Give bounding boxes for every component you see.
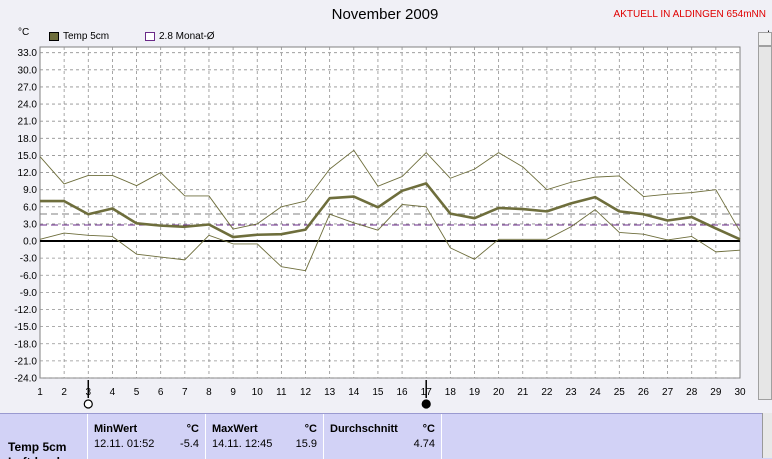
y-tick-label: 9.0 — [23, 185, 37, 196]
day-markers — [83, 380, 431, 409]
y-tick-label: -6.0 — [20, 271, 38, 282]
stats-min-unit: °C — [186, 423, 199, 435]
x-tick-label: 28 — [686, 387, 698, 398]
stats-max-cell: MaxWert °C 14.11. 12:45 15.9 — [205, 414, 323, 459]
chart-title: November 2009 — [331, 6, 439, 23]
x-tick-label: 24 — [590, 387, 602, 398]
y-tick-label: -15.0 — [14, 322, 37, 333]
x-tick-label: 26 — [638, 387, 650, 398]
y-tick-label: -24.0 — [14, 374, 37, 385]
station-label: AKTUELL IN ALDINGEN 654mNN — [613, 9, 766, 20]
series-lines — [39, 149, 741, 272]
x-tick-label: 10 — [252, 387, 264, 398]
series-min — [39, 204, 741, 272]
y-tick-label: -9.0 — [20, 288, 38, 299]
full-moon-marker — [421, 399, 431, 409]
y-tick-label: -3.0 — [20, 254, 38, 265]
stats-avg-header: Durchschnitt — [330, 423, 398, 435]
x-tick-label: 12 — [300, 387, 312, 398]
x-tick-label: 13 — [324, 387, 336, 398]
x-tick-label: 18 — [445, 387, 457, 398]
x-tick-label: 30 — [734, 387, 746, 398]
grid-lines — [40, 47, 740, 379]
stats-avg-unit: °C — [422, 423, 435, 435]
y-axis-unit: °C — [18, 27, 30, 38]
new-moon-marker — [83, 399, 93, 409]
y-axis-labels: 33.0 30.0 27.0 24.0 21.0 18.0 15.0 12.0 9.0 6.0 3.… — [14, 48, 37, 384]
x-tick-label: 1 — [37, 387, 43, 398]
stats-row-label: Temp 5cm — [8, 440, 67, 454]
x-tick-label: 14 — [348, 387, 360, 398]
y-tick-label: 15.0 — [18, 151, 38, 162]
stats-panel: Temp 5cm Luftdruck MinWert °C 12.11. 01:… — [0, 413, 772, 459]
stats-max-unit: °C — [304, 423, 317, 435]
x-tick-label: 9 — [230, 387, 236, 398]
x-tick-label: 19 — [469, 387, 481, 398]
y-tick-label: 0.0 — [23, 237, 37, 248]
series-mean — [40, 182, 741, 241]
series-max — [39, 149, 741, 232]
x-tick-label: 11 — [276, 387, 287, 398]
legend-label-monthly-avg: 2.8 Monat-Ø — [159, 31, 215, 42]
y-tick-label: 18.0 — [18, 134, 38, 145]
y-tick-label: -21.0 — [14, 356, 37, 367]
y-tick-label: 6.0 — [23, 202, 37, 213]
y-tick-label: -12.0 — [14, 305, 37, 316]
stats-scrollbar[interactable] — [762, 413, 772, 458]
stats-max-header: MaxWert — [212, 423, 258, 435]
chart-svg: 33.0 30.0 27.0 24.0 21.0 18.0 15.0 12.0 9.0 6.0 3.… — [14, 46, 746, 409]
stats-max-value: 15.9 — [295, 438, 317, 450]
stats-min-datetime: 12.11. 01:52 — [94, 438, 155, 450]
stats-avg-value: 4.74 — [413, 438, 435, 450]
x-tick-label: 29 — [710, 387, 722, 398]
legend-swatch-monthly-avg — [145, 32, 155, 41]
stats-min-value: -5.4 — [180, 438, 199, 450]
stats-min-header: MinWert — [94, 423, 138, 435]
x-tick-label: 16 — [397, 387, 409, 398]
x-tick-label: 22 — [541, 387, 553, 398]
y-tick-label: -18.0 — [14, 339, 37, 350]
x-tick-label: 20 — [493, 387, 505, 398]
x-tick-label: 7 — [182, 387, 188, 398]
stats-row-label-next: Luftdruck — [8, 455, 63, 459]
y-tick-label: 12.0 — [18, 168, 38, 179]
y-tick-label: 27.0 — [18, 82, 38, 93]
stats-avg-cell: Durchschnitt °C 4.74 — [323, 414, 441, 459]
x-tick-label: 23 — [565, 387, 577, 398]
legend-item-temp[interactable]: Temp 5cm — [49, 31, 109, 42]
legend-swatch-temp — [49, 32, 59, 41]
y-tick-label: 24.0 — [18, 100, 38, 111]
x-tick-label: 6 — [158, 387, 164, 398]
x-tick-label: 27 — [662, 387, 674, 398]
y-tick-label: 30.0 — [18, 65, 38, 76]
y-tick-label: 3.0 — [23, 219, 37, 230]
stats-max-datetime: 14.11. 12:45 — [212, 438, 273, 450]
x-tick-label: 15 — [372, 387, 384, 398]
legend-item-monthly-avg[interactable]: 2.8 Monat-Ø — [145, 31, 215, 42]
x-tick-label: 21 — [517, 387, 529, 398]
stats-min-cell: MinWert °C 12.11. 01:52 -5.4 — [87, 414, 205, 459]
x-tick-label: 25 — [614, 387, 626, 398]
stats-empty-cell — [441, 414, 762, 459]
x-tick-label: 4 — [110, 387, 116, 398]
x-tick-label: 2 — [61, 387, 67, 398]
x-tick-label: 8 — [206, 387, 212, 398]
legend-label-temp: Temp 5cm — [63, 31, 110, 42]
y-tick-label: 33.0 — [18, 48, 38, 59]
y-tick-label: 21.0 — [18, 117, 38, 128]
x-axis-labels: 1234567891011121314151617181920212223242… — [37, 387, 746, 398]
x-tick-label: 5 — [134, 387, 140, 398]
